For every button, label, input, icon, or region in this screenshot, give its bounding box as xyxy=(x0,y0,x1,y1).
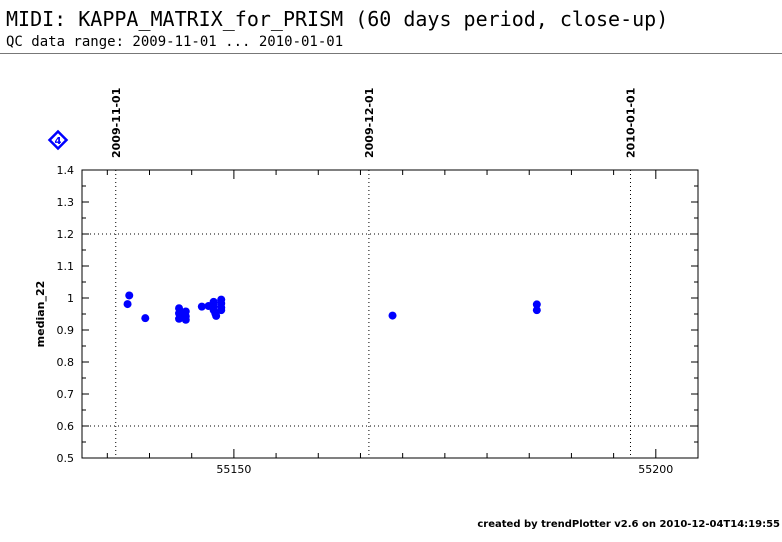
data-point xyxy=(388,311,397,320)
reference-lines xyxy=(82,233,698,427)
marker-icon: 4 xyxy=(47,129,69,151)
page-subtitle: QC data range: 2009-11-01 ... 2010-01-01 xyxy=(6,34,344,50)
x-tick-label: 55150 xyxy=(216,463,251,476)
data-point xyxy=(532,306,541,315)
data-point xyxy=(212,311,221,320)
page-title: MIDI: KAPPA_MATRIX_for_PRISM (60 days pe… xyxy=(6,7,669,31)
footer-credit: created by trendPlotter v2.6 on 2010-12-… xyxy=(477,519,780,530)
y-axis-label: median_22 xyxy=(34,281,47,348)
header-divider xyxy=(0,53,782,54)
data-point xyxy=(141,314,150,323)
y-tick-label: 0.9 xyxy=(57,324,75,337)
y-tick-label: 1.2 xyxy=(57,228,75,241)
y-tick-label: 0.6 xyxy=(57,420,75,433)
data-point xyxy=(532,300,541,309)
date-marker-label: 2009-11-01 xyxy=(110,88,123,158)
data-points xyxy=(123,291,541,324)
date-marker-label: 2010-01-01 xyxy=(624,88,637,158)
plot-frame xyxy=(81,169,699,459)
marker-label: 4 xyxy=(55,136,62,147)
y-tick-label: 1.1 xyxy=(57,260,75,273)
y-tick-label: 1 xyxy=(67,292,74,305)
data-point xyxy=(181,315,190,324)
data-point xyxy=(125,291,134,300)
data-point xyxy=(175,314,184,323)
y-axis-ticks: 0.5 0.6 0.7 0.8 0.9 1 1.1 1.2 1.3 1.4 xyxy=(57,164,698,465)
y-tick-label: 0.7 xyxy=(57,388,75,401)
marker-diamond xyxy=(47,129,69,151)
date-marker-label: 2009-12-01 xyxy=(363,88,376,158)
y-tick-label: 1.3 xyxy=(57,196,75,209)
x-tick-label: 55200 xyxy=(638,463,673,476)
x-axis-ticks: 55150 55200 xyxy=(106,170,699,476)
data-point xyxy=(123,300,132,309)
y-tick-label: 0.8 xyxy=(57,356,75,369)
data-point xyxy=(197,302,206,311)
date-markers: 2009-11-01 2009-12-01 2010-01-01 xyxy=(110,88,637,458)
data-point xyxy=(217,306,226,315)
y-tick-label: 0.5 xyxy=(57,452,75,465)
y-tick-label: 1.4 xyxy=(57,164,75,177)
